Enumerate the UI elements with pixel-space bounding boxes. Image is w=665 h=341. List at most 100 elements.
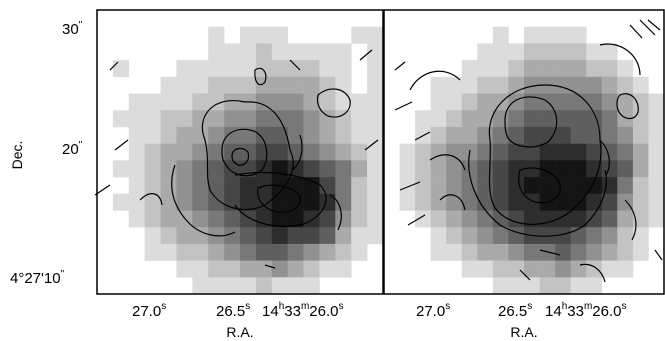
greyscale-pixel (192, 277, 209, 295)
greyscale-pixel (335, 126, 352, 144)
greyscale-pixel (367, 177, 384, 195)
greyscale-pixel (303, 43, 320, 61)
greyscale-pixel (524, 43, 540, 61)
greyscale-pixel (240, 126, 257, 144)
greyscale-pixel (430, 243, 447, 261)
greyscale-pixel (508, 243, 525, 261)
greyscale-pixel (570, 110, 587, 128)
greyscale-pixel (271, 227, 288, 245)
greyscale-pixel (176, 60, 193, 78)
greyscale-pixel (144, 210, 161, 228)
right-greyscale-image (399, 26, 665, 295)
greyscale-pixel (192, 227, 209, 245)
greyscale-pixel (112, 193, 130, 211)
greyscale-pixel (255, 76, 273, 94)
greyscale-pixel (601, 43, 618, 61)
greyscale-pixel (555, 126, 571, 144)
greyscale-pixel (192, 143, 209, 161)
greyscale-pixel (524, 210, 540, 228)
greyscale-pixel (648, 143, 665, 161)
greyscale-pixel (508, 93, 525, 111)
greyscale-pixel (112, 110, 130, 128)
greyscale-pixel (555, 160, 571, 178)
greyscale-pixel (508, 160, 525, 178)
greyscale-pixel (367, 60, 384, 78)
greyscale-pixel (240, 60, 257, 78)
greyscale-pixel (351, 110, 368, 128)
greyscale-pixel (648, 210, 665, 228)
greyscale-pixel (319, 177, 336, 195)
greyscale-pixel (415, 193, 431, 211)
greyscale-pixel (539, 60, 556, 78)
greyscale-pixel (208, 60, 225, 78)
greyscale-pixel (446, 93, 463, 111)
greyscale-pixel (586, 193, 603, 211)
greyscale-pixel (430, 160, 447, 178)
greyscale-pixel (192, 210, 209, 228)
greyscale-pixel (430, 126, 447, 144)
greyscale-pixel (319, 93, 336, 111)
greyscale-pixel (415, 210, 431, 228)
greyscale-pixel (176, 260, 193, 278)
greyscale-pixel (555, 110, 571, 128)
greyscale-pixel (570, 277, 587, 295)
greyscale-pixel (319, 143, 336, 161)
greyscale-pixel (492, 26, 509, 44)
greyscale-pixel (492, 93, 509, 111)
greyscale-pixel (287, 110, 304, 128)
greyscale-pixel (617, 60, 634, 78)
greyscale-pixel (271, 193, 288, 211)
greyscale-pixel (446, 143, 463, 161)
greyscale-pixel (477, 177, 494, 195)
greyscale-pixel (461, 210, 478, 228)
greyscale-pixel (176, 193, 193, 211)
greyscale-pixel (570, 177, 587, 195)
greyscale-pixel (430, 210, 447, 228)
greyscale-pixel (524, 243, 540, 261)
greyscale-pixel (160, 110, 177, 128)
greyscale-pixel (287, 43, 304, 61)
greyscale-pixel (601, 210, 618, 228)
greyscale-pixel (303, 260, 320, 278)
greyscale-pixel (255, 193, 273, 211)
greyscale-pixel (570, 143, 587, 161)
greyscale-pixel (477, 110, 494, 128)
greyscale-pixel (570, 76, 587, 94)
greyscale-pixel (224, 277, 241, 295)
greyscale-pixel (351, 227, 368, 245)
greyscale-pixel (160, 210, 177, 228)
greyscale-pixel (255, 260, 273, 278)
greyscale-pixel (240, 227, 257, 245)
greyscale-pixel (508, 110, 525, 128)
greyscale-pixel (271, 43, 288, 61)
greyscale-pixel (399, 193, 416, 211)
greyscale-pixel (160, 177, 177, 195)
greyscale-pixel (477, 93, 494, 111)
greyscale-pixel (255, 110, 273, 128)
greyscale-pixel (144, 177, 161, 195)
greyscale-pixel (524, 260, 540, 278)
greyscale-pixel (648, 110, 665, 128)
greyscale-pixel (508, 277, 525, 295)
right-contours (394, 19, 663, 283)
greyscale-pixel (601, 60, 618, 78)
greyscale-pixel (539, 210, 556, 228)
greyscale-pixel (446, 243, 463, 261)
greyscale-pixel (524, 60, 540, 78)
greyscale-pixel (632, 93, 649, 111)
greyscale-pixel (351, 243, 368, 261)
greyscale-pixel (632, 243, 649, 261)
greyscale-pixel (128, 177, 145, 195)
greyscale-pixel (367, 193, 384, 211)
greyscale-pixel (492, 126, 509, 144)
greyscale-pixel (367, 26, 384, 44)
greyscale-pixel (192, 193, 209, 211)
greyscale-pixel (492, 277, 509, 295)
greyscale-pixel (351, 126, 368, 144)
greyscale-pixel (144, 243, 161, 261)
left-x-tick-label-27-0: 27.0s (132, 301, 166, 320)
greyscale-pixel (555, 260, 571, 278)
greyscale-pixel (128, 193, 145, 211)
greyscale-pixel (570, 43, 587, 61)
greyscale-pixel (617, 76, 634, 94)
